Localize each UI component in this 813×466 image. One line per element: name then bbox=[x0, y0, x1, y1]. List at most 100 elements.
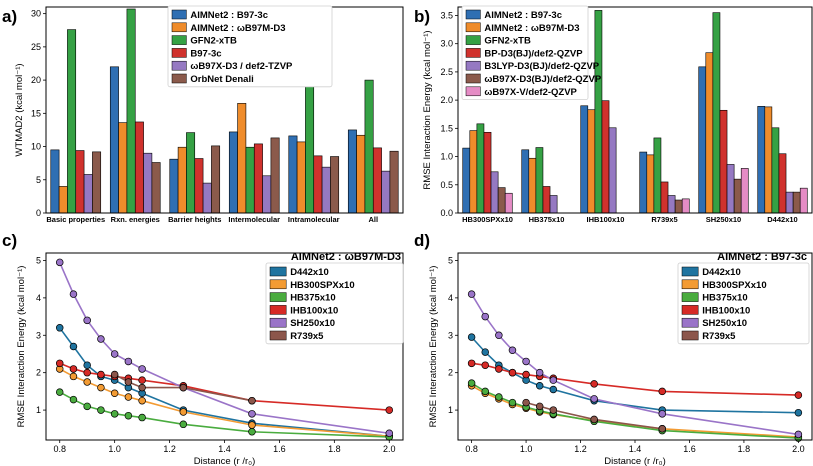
legend-swatch bbox=[269, 330, 287, 341]
bar-b bbox=[476, 123, 485, 214]
data-point-d bbox=[481, 312, 489, 321]
bar-b bbox=[771, 127, 780, 214]
legend-swatch bbox=[681, 317, 699, 328]
legend-label: D442x10 bbox=[702, 267, 741, 278]
legend-box bbox=[265, 262, 404, 345]
x-tick-label: 1.0 bbox=[520, 444, 533, 454]
bar-b bbox=[542, 186, 551, 214]
bar-b bbox=[535, 147, 544, 214]
data-point-c bbox=[83, 378, 91, 386]
bar-b bbox=[549, 195, 558, 214]
legend-label: D442x10 bbox=[290, 267, 329, 278]
data-point-c bbox=[69, 395, 78, 404]
bar-b bbox=[462, 147, 471, 214]
x-tick-label: 2.0 bbox=[383, 444, 396, 454]
bar-a bbox=[202, 182, 212, 214]
bar-b bbox=[785, 191, 794, 214]
data-point-c bbox=[97, 335, 105, 343]
category-label: R739x5 bbox=[651, 215, 677, 224]
legend-swatch bbox=[269, 266, 287, 277]
data-point-d bbox=[590, 380, 598, 388]
bar-a bbox=[372, 147, 382, 214]
data-point-d bbox=[481, 348, 489, 356]
bar-a bbox=[151, 162, 161, 214]
panel-d-label: d) bbox=[414, 231, 430, 250]
data-point-c bbox=[97, 383, 105, 392]
legend-label: AIMNet2 : ωB97M-D3 bbox=[484, 23, 579, 34]
x-tick-label: 1.8 bbox=[328, 444, 341, 454]
legend-swatch bbox=[171, 22, 187, 33]
data-point-c bbox=[69, 342, 78, 351]
legend-swatch bbox=[681, 305, 699, 315]
series-line-d bbox=[471, 336, 799, 414]
bar-a bbox=[92, 151, 102, 214]
data-point-c bbox=[83, 368, 91, 377]
data-point-d bbox=[535, 368, 544, 377]
chart-panel-c: 1 2 3 4 5 0.8 1.0 1.2 1.4 1.6 1.8 2.0 Distance (r /r… bbox=[16, 251, 404, 466]
y-tick-label: 2 bbox=[36, 368, 41, 378]
data-point-c bbox=[97, 406, 105, 414]
bar-b bbox=[653, 137, 662, 214]
data-point-d bbox=[549, 385, 558, 394]
bar-a bbox=[67, 29, 77, 214]
axes-frame bbox=[457, 252, 813, 441]
legend-swatch bbox=[171, 35, 187, 45]
legend-swatch bbox=[171, 73, 187, 84]
data-point-d bbox=[522, 357, 530, 366]
bar-a bbox=[109, 66, 119, 214]
series-line-c bbox=[59, 391, 390, 438]
legend-label: B97-3c bbox=[190, 48, 221, 59]
bar-a bbox=[321, 166, 331, 214]
data-point-c bbox=[138, 413, 146, 422]
legend-swatch bbox=[681, 266, 699, 277]
data-point-d bbox=[508, 398, 517, 407]
legend-swatch bbox=[465, 9, 481, 20]
data-point-d bbox=[467, 359, 476, 368]
bar-b bbox=[681, 198, 690, 214]
x-tick-label: 1.8 bbox=[738, 444, 751, 454]
bar-a bbox=[356, 134, 366, 214]
x-axis-label: Distance (r /r₀) bbox=[194, 456, 255, 466]
y-tick-label: 3 bbox=[448, 330, 453, 340]
legend-swatch bbox=[465, 48, 481, 58]
bar-b bbox=[757, 106, 766, 214]
data-point-d bbox=[794, 408, 803, 417]
y-tick-label: 1 bbox=[36, 405, 41, 415]
data-point-c bbox=[55, 258, 64, 267]
y-tick-label: 3.0 bbox=[440, 39, 453, 49]
legend-label: OrbNet Denali bbox=[190, 74, 253, 85]
category-label: All bbox=[368, 215, 378, 224]
bar-a bbox=[330, 156, 340, 214]
category-label: Rxn. energies bbox=[111, 215, 160, 224]
data-point-c bbox=[124, 378, 133, 386]
bar-a bbox=[245, 146, 255, 214]
legend-box bbox=[461, 5, 589, 100]
y-tick-label: 30 bbox=[31, 9, 41, 19]
bar-a bbox=[75, 150, 85, 214]
legend-box bbox=[677, 262, 810, 345]
data-point-d bbox=[467, 333, 476, 341]
data-point-d bbox=[658, 410, 666, 418]
legend-swatch bbox=[269, 317, 287, 328]
legend-swatch bbox=[171, 60, 187, 71]
bar-a bbox=[389, 150, 399, 214]
y-axis-label: RMSE Interatction Energy (kcal mol⁻¹) bbox=[428, 266, 439, 428]
legend-label: GFN2-xTB bbox=[484, 36, 531, 47]
y-axis-label: RMSE Interaction Energy (kcal mol⁻¹) bbox=[422, 30, 433, 189]
data-point-c bbox=[124, 393, 133, 401]
axes-frame bbox=[457, 6, 813, 214]
legend-label: B3LYP-D3(BJ)/def2-QZVP bbox=[484, 61, 599, 72]
category-label: IHB100x10 bbox=[587, 215, 625, 224]
data-point-c bbox=[124, 357, 133, 366]
bar-a bbox=[169, 158, 179, 214]
legend-box bbox=[167, 5, 333, 88]
legend-label: SH250x10 bbox=[702, 318, 747, 329]
bar-b bbox=[469, 130, 478, 214]
category-label: D442x10 bbox=[767, 215, 797, 224]
bar-b bbox=[712, 12, 721, 214]
legend-label: AIMNet2 : ωB97M-D3 bbox=[190, 23, 285, 34]
panel-b-label: b) bbox=[414, 7, 430, 26]
data-point-c bbox=[385, 429, 394, 438]
data-point-c bbox=[248, 428, 256, 436]
